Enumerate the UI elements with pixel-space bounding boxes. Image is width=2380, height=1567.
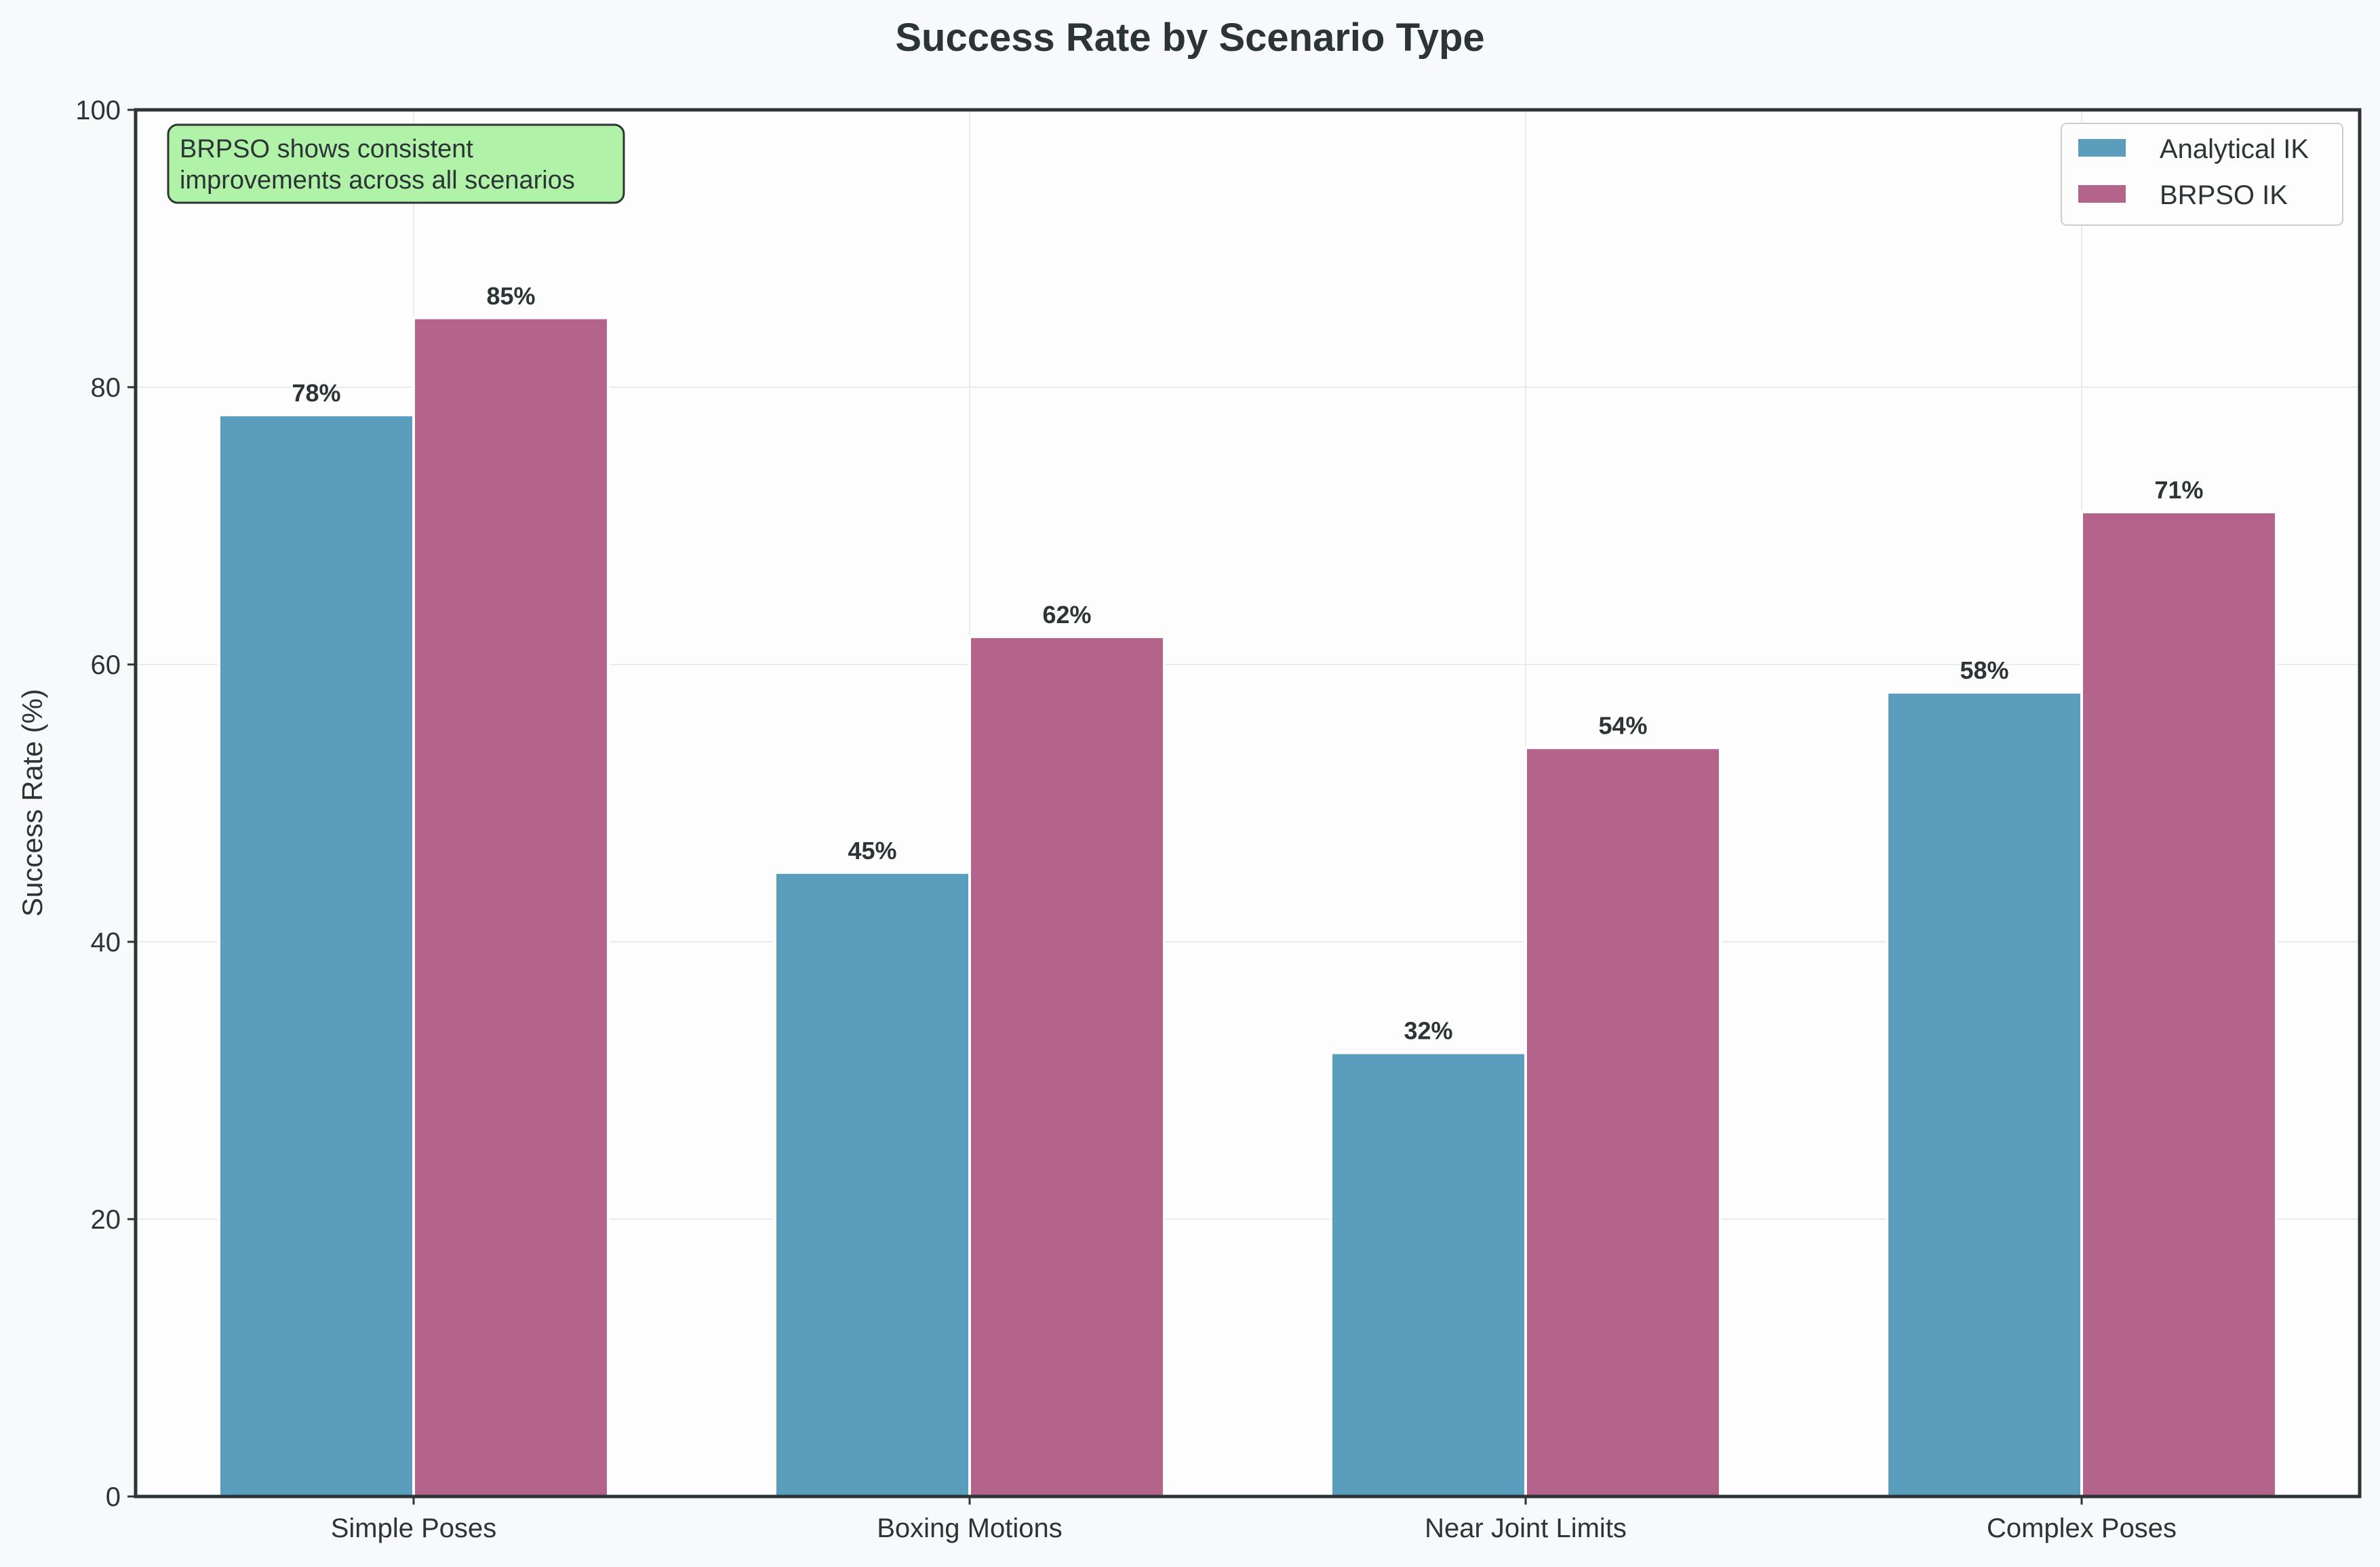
legend: Analytical IK BRPSO IK <box>2061 123 2343 226</box>
legend-box <box>2061 123 2343 226</box>
bar-analytical-ik-complex-poses <box>1886 690 2083 1498</box>
bar-brpso-ik-simple-poses <box>412 316 610 1498</box>
y-tick-label: 60 <box>91 650 121 680</box>
bar-analytical-ik-simple-poses <box>218 413 415 1498</box>
bar-label-brpso-ik-simple-poses: 85% <box>486 282 535 310</box>
x-tick-label-boxing-motions: Boxing Motions <box>877 1513 1062 1543</box>
axes: 0 20 40 60 80 100 Simple Poses Boxing Motions Ne… <box>75 96 2177 1543</box>
y-tick-label: 80 <box>91 373 121 403</box>
bar-label-brpso-ik-complex-poses: 71% <box>2154 476 2203 504</box>
bar-label-analytical-ik-near-joint-limits: 32% <box>1404 1017 1452 1045</box>
legend-label-analytical-ik: Analytical IK <box>2160 134 2309 164</box>
x-tick-label-near-joint-limits: Near Joint Limits <box>1425 1513 1627 1543</box>
y-tick-label: 0 <box>106 1482 121 1512</box>
y-axis-label: Success Rate (%) <box>16 689 48 917</box>
bar-labels: 78% 85% 45% 62% 32% 54% 58% 71% <box>292 282 2203 1045</box>
bar-label-brpso-ik-boxing-motions: 62% <box>1042 601 1091 629</box>
bar-label-analytical-ik-simple-poses: 78% <box>292 379 340 407</box>
bar-brpso-ik-complex-poses <box>2080 511 2278 1498</box>
bar-brpso-ik-boxing-motions <box>968 635 1166 1498</box>
legend-swatch-brpso-ik <box>2078 185 2126 203</box>
bar-label-brpso-ik-near-joint-limits: 54% <box>1598 712 1647 740</box>
y-tick-label: 20 <box>91 1205 121 1235</box>
annotation-line-2: improvements across all scenarios <box>180 166 575 195</box>
x-tick-label-complex-poses: Complex Poses <box>1987 1513 2177 1543</box>
legend-label-brpso-ik: BRPSO IK <box>2160 180 2288 210</box>
annotation-box: BRPSO shows consistent improvements acro… <box>167 123 625 204</box>
x-tick-label-simple-poses: Simple Poses <box>331 1513 497 1543</box>
bars <box>218 316 2278 1498</box>
legend-swatch-analytical-ik <box>2078 139 2126 157</box>
chart-title: Success Rate by Scenario Type <box>895 16 1484 60</box>
plot-frame <box>134 108 2362 1499</box>
bar-label-analytical-ik-complex-poses: 58% <box>1960 656 2008 684</box>
bar-label-analytical-ik-boxing-motions: 45% <box>848 837 896 865</box>
y-tick-label: 40 <box>91 928 121 957</box>
bar-brpso-ik-near-joint-limits <box>1524 746 1722 1498</box>
bar-analytical-ik-boxing-motions <box>774 871 971 1498</box>
annotation-background <box>167 123 625 204</box>
annotation-line-1: BRPSO shows consistent <box>180 135 473 163</box>
y-tick-label: 100 <box>75 96 121 125</box>
bar-analytical-ik-near-joint-limits <box>1330 1051 1527 1498</box>
